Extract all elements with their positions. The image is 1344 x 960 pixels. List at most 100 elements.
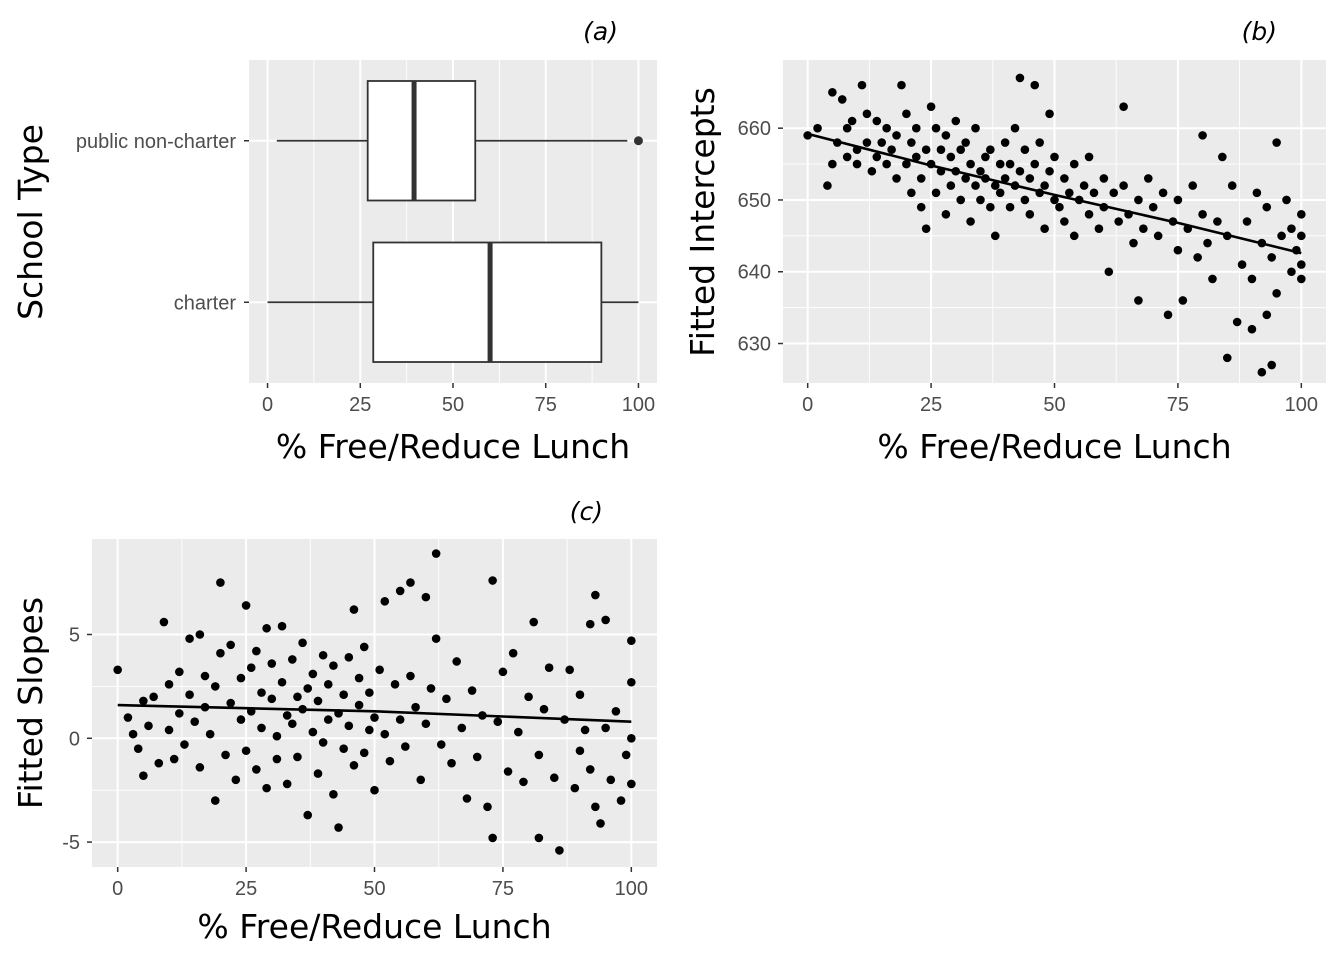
trend-line: [807, 132, 1302, 255]
data-point: [436, 740, 446, 749]
data-point: [210, 796, 220, 805]
data-point: [1272, 288, 1281, 298]
data-point: [365, 688, 374, 697]
data-point: [1045, 109, 1054, 119]
x-tick-label: 100: [622, 394, 655, 416]
data-point: [585, 765, 595, 774]
category-label: charter: [174, 292, 237, 314]
data-point: [931, 188, 941, 198]
data-point: [565, 665, 574, 675]
data-point: [1099, 174, 1109, 183]
data-point: [411, 702, 420, 712]
data-point: [591, 590, 600, 600]
data-point: [1139, 224, 1148, 233]
data-point: [313, 696, 323, 706]
data-point: [406, 578, 415, 587]
data-point: [180, 740, 189, 749]
data-point: [627, 636, 636, 646]
data-point: [303, 810, 313, 820]
data-point: [334, 823, 343, 832]
data-point: [971, 123, 980, 133]
data-point: [585, 619, 595, 629]
data-point: [611, 707, 621, 716]
data-point: [447, 758, 456, 768]
data-point: [601, 723, 610, 733]
data-point: [241, 601, 251, 610]
data-point: [185, 634, 194, 643]
data-point: [339, 690, 348, 699]
data-point: [1148, 202, 1158, 212]
data-point: [277, 621, 287, 631]
data-point: [1089, 188, 1099, 198]
data-point: [1104, 267, 1114, 277]
data-point: [1227, 181, 1237, 190]
data-point: [872, 152, 882, 162]
data-point: [580, 725, 590, 735]
data-point: [318, 738, 328, 747]
data-point: [823, 181, 832, 190]
data-point: [236, 673, 246, 683]
data-point: [916, 202, 926, 212]
data-point: [1222, 353, 1232, 363]
data-point: [298, 638, 307, 648]
data-point: [570, 783, 580, 793]
data-point: [857, 80, 867, 90]
scatter-points: [113, 549, 636, 855]
data-point: [981, 152, 990, 162]
data-point: [591, 802, 600, 812]
x-tick-label: 75: [1167, 394, 1189, 416]
data-point: [252, 765, 261, 774]
data-point: [1119, 102, 1128, 111]
data-point: [1005, 202, 1015, 212]
data-point: [195, 630, 205, 639]
data-point: [986, 202, 995, 212]
data-point: [907, 138, 916, 147]
data-point: [877, 138, 887, 147]
data-point: [359, 748, 369, 758]
y-tick-label: 660: [738, 118, 771, 140]
data-point: [169, 754, 179, 764]
data-point: [961, 174, 970, 183]
data-point: [133, 744, 143, 753]
data-point: [1025, 210, 1035, 219]
data-point: [946, 152, 956, 162]
data-point: [606, 775, 616, 785]
data-point: [966, 217, 975, 226]
data-point: [1282, 195, 1291, 205]
data-point: [267, 659, 277, 668]
data-point: [1287, 224, 1296, 233]
data-point: [313, 769, 323, 778]
data-point: [113, 665, 122, 675]
data-point: [488, 576, 497, 585]
data-point: [508, 648, 518, 658]
data-point: [272, 754, 282, 764]
data-point: [416, 775, 426, 785]
data-point: [1213, 217, 1222, 226]
data-point: [231, 775, 241, 785]
data-point: [897, 80, 906, 90]
y-tick-label: 640: [738, 262, 771, 284]
data-point: [1218, 152, 1227, 162]
y-tick-label: 630: [738, 334, 771, 356]
data-point: [1020, 195, 1030, 205]
data-point: [123, 713, 133, 722]
data-point: [995, 159, 1005, 169]
data-point: [349, 605, 359, 614]
x-tick-label: 75: [535, 394, 557, 416]
box-iqr: [372, 241, 603, 363]
data-point: [911, 152, 921, 162]
data-point: [627, 779, 636, 789]
data-point: [1060, 217, 1069, 226]
data-point: [318, 650, 328, 660]
data-point: [395, 586, 405, 596]
x-tick-label: 25: [235, 878, 257, 900]
data-point: [1094, 224, 1104, 233]
data-point: [498, 667, 508, 677]
data-point: [288, 719, 297, 729]
data-point: [514, 727, 523, 737]
data-point: [241, 746, 251, 756]
data-point: [534, 750, 544, 760]
panel-a: 0 25 50 75 100 (a) % Free/Reduce Lunch School T…: [11, 17, 657, 466]
x-axis-title: % Free/Reduce Lunch: [877, 427, 1231, 466]
data-point: [936, 145, 946, 155]
